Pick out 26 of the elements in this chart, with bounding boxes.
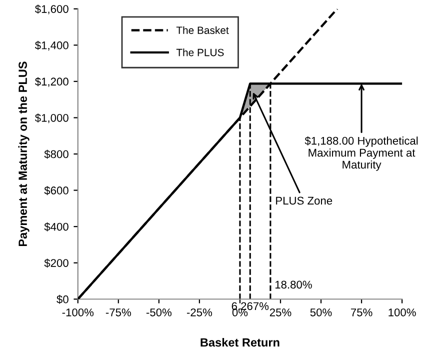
y-tick-label: $1,200: [34, 77, 68, 87]
legend-label: The PLUS: [176, 48, 224, 56]
ref-line-label: 18.80%: [275, 280, 312, 289]
y-tick-label: $1,000: [34, 114, 68, 124]
annotation: $1,188.00 Hypothetical Maximum Payment at Maturity: [304, 136, 418, 171]
legend-label: The Basket: [176, 26, 229, 34]
x-tick-label: 0%: [232, 308, 248, 316]
y-tick-label: $200: [44, 258, 68, 268]
annotation: PLUS Zone: [276, 196, 332, 205]
x-tick-label: 50%: [310, 308, 332, 316]
y-tick-label: $800: [44, 150, 68, 159]
x-tick-label: 25%: [270, 308, 292, 316]
x-axis-title: Basket Return: [200, 338, 280, 347]
y-tick-label: $0: [56, 294, 68, 304]
y-tick-label: $400: [44, 222, 68, 232]
y-tick-label: $600: [44, 186, 68, 196]
x-tick-label: -25%: [186, 308, 212, 316]
x-tick-label: 100%: [388, 308, 416, 316]
y-tick-label: $1,400: [34, 40, 68, 51]
y-tick-label: $1,600: [34, 4, 68, 14]
ref-line-label: 6.267%: [232, 302, 269, 310]
x-tick-label: 75%: [350, 308, 372, 316]
x-tick-label: -75%: [106, 308, 131, 316]
x-tick-label: -100%: [62, 308, 94, 316]
x-tick-label: -50%: [146, 308, 172, 316]
y-axis-title: Payment at Maturity on the PLUS: [18, 62, 30, 246]
